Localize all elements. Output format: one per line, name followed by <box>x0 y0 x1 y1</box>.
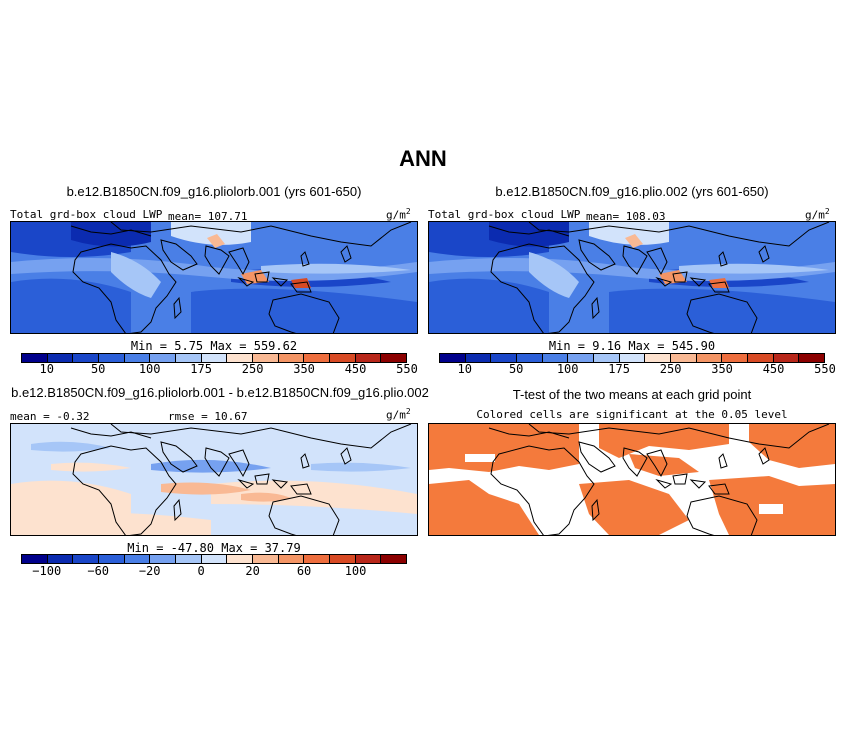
panel2-minmax: Min = 9.16 Max = 545.90 <box>548 339 716 353</box>
colorbar-swatch <box>381 555 407 563</box>
colorbar-swatch <box>304 354 331 362</box>
colorbar-tick-label: 450 <box>344 362 367 376</box>
panel2-map <box>428 221 836 334</box>
colorbar-swatch <box>150 555 177 563</box>
colorbar-swatch <box>722 354 749 362</box>
colorbar-tick-label: 450 <box>762 362 785 376</box>
colorbar-tick-label: 250 <box>241 362 264 376</box>
colorbar-tick-label: 50 <box>508 362 524 376</box>
panel2-title: b.e12.B1850CN.f09_g16.plio.002 (yrs 601-… <box>495 184 769 199</box>
colorbar-swatch <box>47 354 74 362</box>
colorbar-swatch <box>278 555 305 563</box>
colorbar-swatch <box>748 354 774 362</box>
colorbar-swatch <box>201 354 228 362</box>
panel1-title: b.e12.B1850CN.f09_g16.pliolorb.001 (yrs … <box>66 184 362 199</box>
panel1-colorbar <box>21 353 407 363</box>
panel2-variable-label: Total grd-box cloud LWP <box>428 208 581 221</box>
colorbar-swatch <box>278 354 305 362</box>
panel2-mean-label: mean= 108.03 <box>586 210 666 223</box>
colorbar-swatch <box>696 354 723 362</box>
panel3-colorbar-labels: −100 −60 −20 0 20 60 100 <box>21 564 407 580</box>
colorbar-swatch <box>619 354 646 362</box>
colorbar-swatch <box>176 555 202 563</box>
colorbar-tick-label: −60 <box>87 564 110 578</box>
colorbar-tick-label: 175 <box>608 362 630 376</box>
panel1-minmax: Min = 5.75 Max = 559.62 <box>130 339 298 353</box>
panel1-variable-label: Total grd-box cloud LWP <box>10 208 163 221</box>
colorbar-tick-label: 100 <box>344 564 367 578</box>
colorbar-swatch <box>73 555 100 563</box>
colorbar-swatch <box>568 354 595 362</box>
panel2-colorbar <box>439 353 825 363</box>
colorbar-swatch <box>176 354 202 362</box>
panel1-units: g/m2 <box>386 207 411 222</box>
colorbar-swatch <box>253 354 279 362</box>
colorbar-swatch <box>330 354 356 362</box>
panel3-minmax: Min = -47.80 Max = 37.79 <box>127 541 301 555</box>
colorbar-swatch <box>517 354 543 362</box>
colorbar-swatch <box>355 555 382 563</box>
colorbar-swatch <box>22 354 48 362</box>
colorbar-tick-label: 60 <box>296 564 312 578</box>
colorbar-swatch <box>465 354 492 362</box>
panel3-units: g/m2 <box>386 407 411 422</box>
colorbar-tick-label: 250 <box>659 362 682 376</box>
colorbar-swatch <box>594 354 620 362</box>
colorbar-swatch <box>124 555 151 563</box>
panel3-colorbar <box>21 554 407 564</box>
panel1-mean-label: mean= 107.71 <box>168 210 248 223</box>
colorbar-swatch <box>645 354 672 362</box>
colorbar-swatch <box>491 354 518 362</box>
colorbar-tick-label: 50 <box>90 362 106 376</box>
panel3-title: b.e12.B1850CN.f09_g16.pliolorb.001 - b.e… <box>11 385 429 400</box>
colorbar-tick-label: 10 <box>457 362 472 376</box>
colorbar-swatch <box>330 555 356 563</box>
colorbar-swatch <box>799 354 825 362</box>
colorbar-tick-label: 350 <box>293 362 315 376</box>
colorbar-swatch <box>47 555 74 563</box>
colorbar-swatch <box>124 354 151 362</box>
colorbar-swatch <box>253 555 279 563</box>
colorbar-swatch <box>440 354 466 362</box>
panel3-mean-label: mean = -0.32 <box>10 410 90 423</box>
colorbar-tick-label: 100 <box>556 362 579 376</box>
colorbar-swatch <box>773 354 800 362</box>
panel2-colorbar-labels: 10 50 100 175 250 350 450 550 <box>439 362 835 378</box>
panel4-title: T-test of the two means at each grid poi… <box>512 387 752 402</box>
panel4-significance-map <box>428 423 836 536</box>
colorbar-swatch <box>22 555 48 563</box>
colorbar-swatch <box>355 354 382 362</box>
panel1-colorbar-labels: 10 50 100 175 250 350 450 550 <box>21 362 417 378</box>
colorbar-tick-label: 100 <box>138 362 161 376</box>
colorbar-tick-label: 175 <box>190 362 212 376</box>
colorbar-tick-label: 550 <box>396 362 418 376</box>
colorbar-tick-label: 0 <box>197 564 205 578</box>
colorbar-swatch <box>227 555 254 563</box>
colorbar-tick-label: 10 <box>39 362 54 376</box>
colorbar-tick-label: −100 <box>32 564 62 578</box>
colorbar-swatch <box>227 354 254 362</box>
colorbar-swatch <box>99 354 125 362</box>
panel4-subtitle: Colored cells are significant at the 0.0… <box>476 408 788 421</box>
colorbar-swatch <box>73 354 100 362</box>
colorbar-swatch <box>671 354 697 362</box>
colorbar-tick-label: 20 <box>245 564 260 578</box>
colorbar-tick-label: 350 <box>711 362 733 376</box>
colorbar-swatch <box>304 555 331 563</box>
panel3-map <box>10 423 418 536</box>
colorbar-swatch <box>542 354 569 362</box>
panel3-rmse-label: rmse = 10.67 <box>168 410 248 423</box>
colorbar-swatch <box>150 354 177 362</box>
figure-title: ANN <box>399 146 447 171</box>
colorbar-swatch <box>99 555 125 563</box>
panel1-map <box>10 221 418 334</box>
panel2-units: g/m2 <box>805 207 830 222</box>
colorbar-swatch <box>201 555 228 563</box>
colorbar-swatch <box>381 354 407 362</box>
colorbar-tick-label: 550 <box>814 362 836 376</box>
colorbar-tick-label: −20 <box>138 564 161 578</box>
